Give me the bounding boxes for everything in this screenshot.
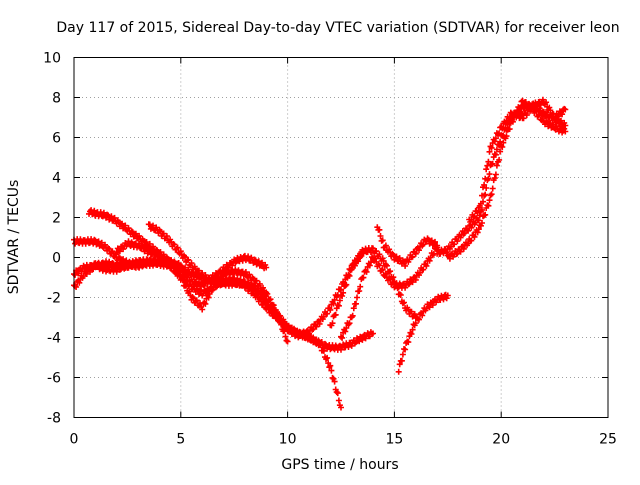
data-markers <box>444 97 569 262</box>
data-track-9 <box>395 291 451 375</box>
data-markers <box>338 244 441 341</box>
data-markers <box>374 224 441 269</box>
data-markers <box>395 291 451 375</box>
x-tick-label: 20 <box>492 432 510 448</box>
y-axis-label: SDTVAR / TECUs <box>6 180 22 295</box>
tick-marks <box>73 57 609 418</box>
y-tick-label: -8 <box>47 411 61 427</box>
x-tick-label: 0 <box>70 432 79 448</box>
y-tick-label: 0 <box>52 251 61 267</box>
data-track-11 <box>444 97 569 262</box>
chart-title: Day 117 of 2015, Sidereal Day-to-day VTE… <box>56 20 619 36</box>
y-tick-label: -4 <box>47 331 61 347</box>
x-axis-label: GPS time / hours <box>281 457 398 473</box>
y-tick-label: 10 <box>43 51 61 67</box>
y-tick-label: 8 <box>52 91 61 107</box>
tick-labels: 0 5 10 15 20 25 -8 -6 -4 -2 0 2 4 6 8 10 <box>43 51 617 448</box>
y-tick-label: 2 <box>52 211 61 227</box>
y-tick-label: 6 <box>52 131 61 147</box>
x-tick-label: 10 <box>279 432 297 448</box>
x-tick-label: 25 <box>599 432 617 448</box>
data-track-8 <box>374 224 441 269</box>
data-markers <box>466 96 569 225</box>
x-tick-label: 15 <box>385 432 403 448</box>
data-points <box>71 96 569 411</box>
y-tick-label: 4 <box>52 171 61 187</box>
data-markers <box>113 238 270 290</box>
data-track-12 <box>466 96 569 225</box>
y-tick-label: -2 <box>47 291 61 307</box>
data-markers <box>145 221 366 341</box>
data-track-4 <box>113 238 270 290</box>
x-tick-label: 5 <box>176 432 185 448</box>
plot-frame <box>73 57 609 418</box>
data-track-7 <box>338 244 441 341</box>
data-track-5 <box>145 221 366 341</box>
y-tick-label: -6 <box>47 371 61 387</box>
